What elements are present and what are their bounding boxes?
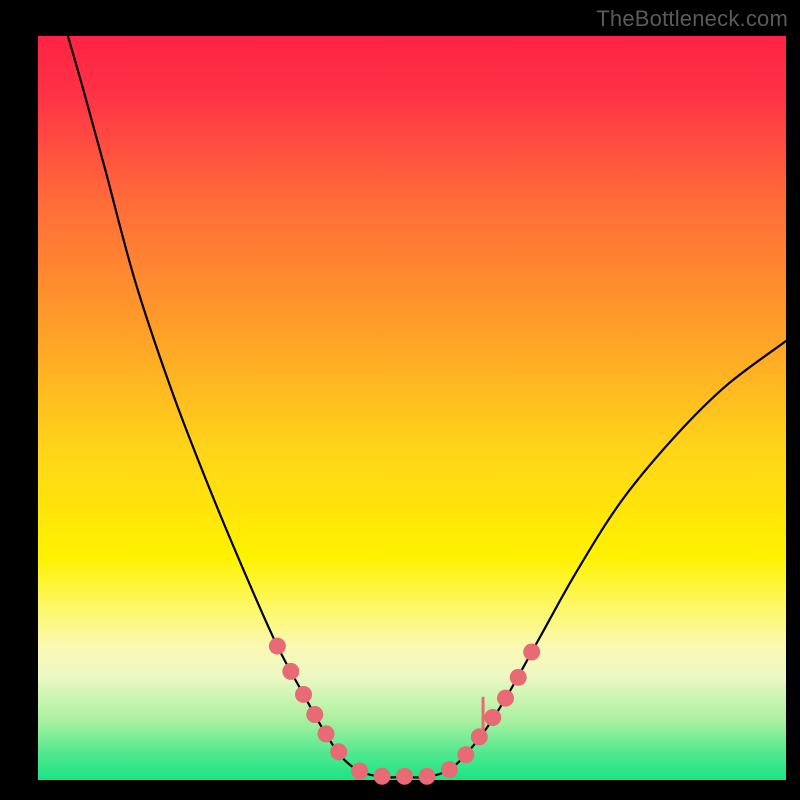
curve-marker <box>497 690 514 707</box>
curve-marker <box>418 768 435 785</box>
curve-marker <box>295 686 312 703</box>
curve-marker <box>441 761 458 778</box>
curve-marker <box>484 709 501 726</box>
curve-marker <box>317 725 334 742</box>
curve-marker <box>306 706 323 723</box>
chart-frame: TheBottleneck.com <box>0 0 800 800</box>
curve-marker <box>282 663 299 680</box>
curve-marker <box>374 768 391 785</box>
curve-marker <box>523 644 540 661</box>
curve-marker <box>471 728 488 745</box>
curve-marker <box>510 669 527 686</box>
curve-marker <box>269 638 286 655</box>
curve-marker <box>351 763 368 780</box>
bottleneck-chart <box>0 0 800 800</box>
plot-background <box>38 36 786 780</box>
curve-marker <box>396 768 413 785</box>
curve-marker <box>457 746 474 763</box>
curve-marker <box>330 743 347 760</box>
